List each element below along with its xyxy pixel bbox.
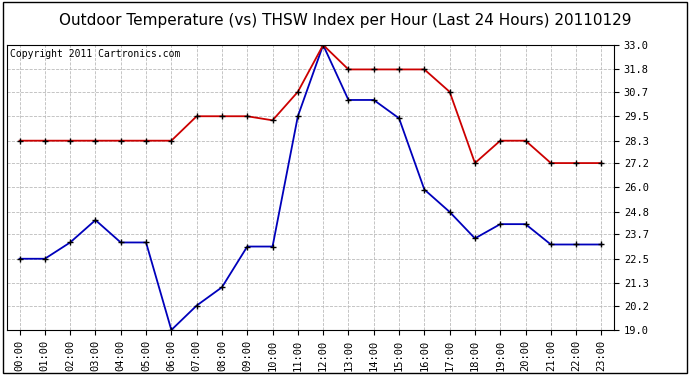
- Text: Copyright 2011 Cartronics.com: Copyright 2011 Cartronics.com: [10, 49, 180, 59]
- Text: Outdoor Temperature (vs) THSW Index per Hour (Last 24 Hours) 20110129: Outdoor Temperature (vs) THSW Index per …: [59, 13, 631, 28]
